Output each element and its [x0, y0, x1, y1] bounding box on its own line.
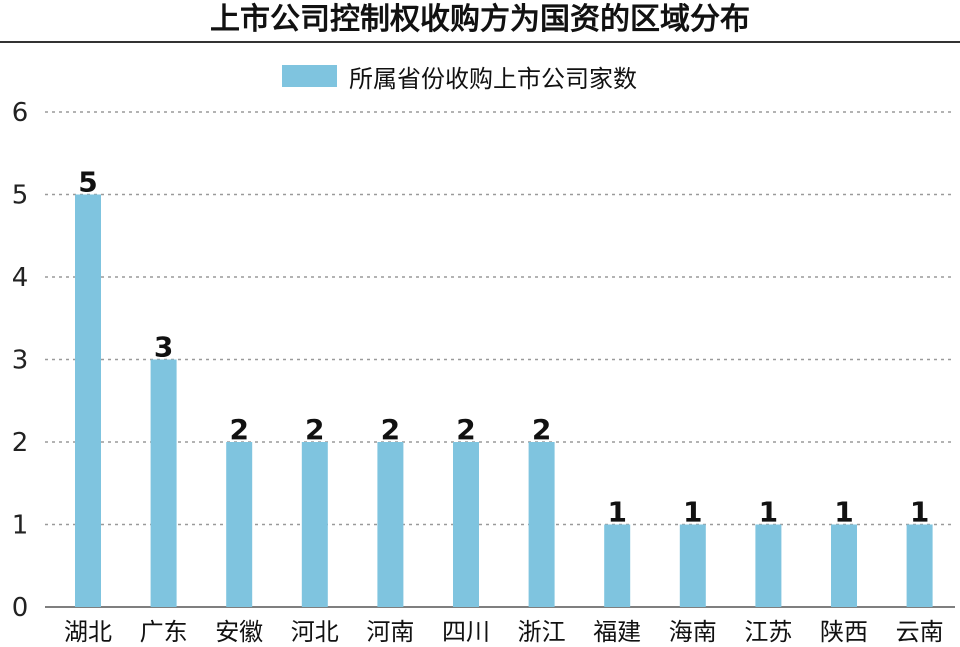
legend-label: 所属省份收购上市公司家数	[349, 64, 637, 93]
y-tick-label: 5	[12, 181, 29, 211]
data-label: 1	[759, 496, 778, 529]
bar	[226, 442, 253, 607]
bar	[453, 442, 479, 607]
y-tick-label: 1	[12, 511, 29, 541]
x-tick-label: 湖北	[64, 618, 112, 646]
bar	[150, 359, 177, 607]
bar	[906, 524, 933, 607]
x-tick-label: 江苏	[744, 618, 792, 646]
data-label: 3	[154, 331, 173, 364]
y-tick-label: 6	[12, 98, 29, 128]
legend: 所属省份收购上市公司家数	[282, 58, 637, 94]
x-tick-label: 浙江	[518, 618, 566, 646]
x-tick-label: 海南	[669, 618, 717, 646]
data-label: 1	[910, 496, 929, 529]
data-label: 2	[456, 413, 475, 446]
bar	[679, 524, 706, 607]
data-label: 2	[305, 413, 324, 446]
x-tick-label: 广东	[140, 618, 188, 646]
x-tick-label: 陕西	[820, 618, 868, 646]
x-tick-label: 安徽	[215, 618, 263, 646]
y-tick-label: 0	[12, 593, 29, 623]
title-divider	[0, 41, 960, 43]
x-tick-label: 河北	[291, 618, 339, 646]
y-tick-label: 4	[12, 263, 29, 293]
data-label: 5	[78, 166, 97, 199]
x-tick-label: 云南	[896, 618, 944, 646]
chart-title: 上市公司控制权收购方为国资的区域分布	[210, 2, 750, 37]
y-tick-label: 3	[12, 346, 29, 376]
x-tick-label: 河南	[366, 618, 414, 646]
data-label: 1	[683, 496, 702, 529]
bar	[75, 194, 101, 607]
bar	[301, 442, 328, 607]
data-label: 1	[834, 496, 853, 529]
data-label: 2	[532, 413, 551, 446]
legend-swatch	[282, 65, 337, 87]
bar	[755, 524, 782, 607]
bar	[831, 524, 857, 607]
bar	[377, 442, 404, 607]
x-tick-label: 福建	[593, 618, 641, 646]
x-tick-label: 四川	[442, 618, 490, 646]
bar	[604, 524, 631, 607]
data-label: 1	[607, 496, 626, 529]
data-label: 2	[381, 413, 400, 446]
data-label: 2	[229, 413, 248, 446]
y-tick-label: 2	[12, 428, 29, 458]
bar	[528, 442, 555, 607]
